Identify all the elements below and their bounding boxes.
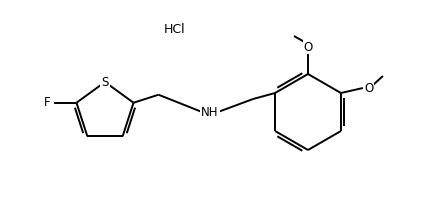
Text: HCl: HCl: [164, 22, 186, 35]
Text: O: O: [364, 82, 374, 95]
Text: NH: NH: [201, 106, 219, 118]
Text: F: F: [44, 96, 51, 109]
Text: O: O: [303, 41, 313, 54]
Text: S: S: [102, 75, 109, 88]
